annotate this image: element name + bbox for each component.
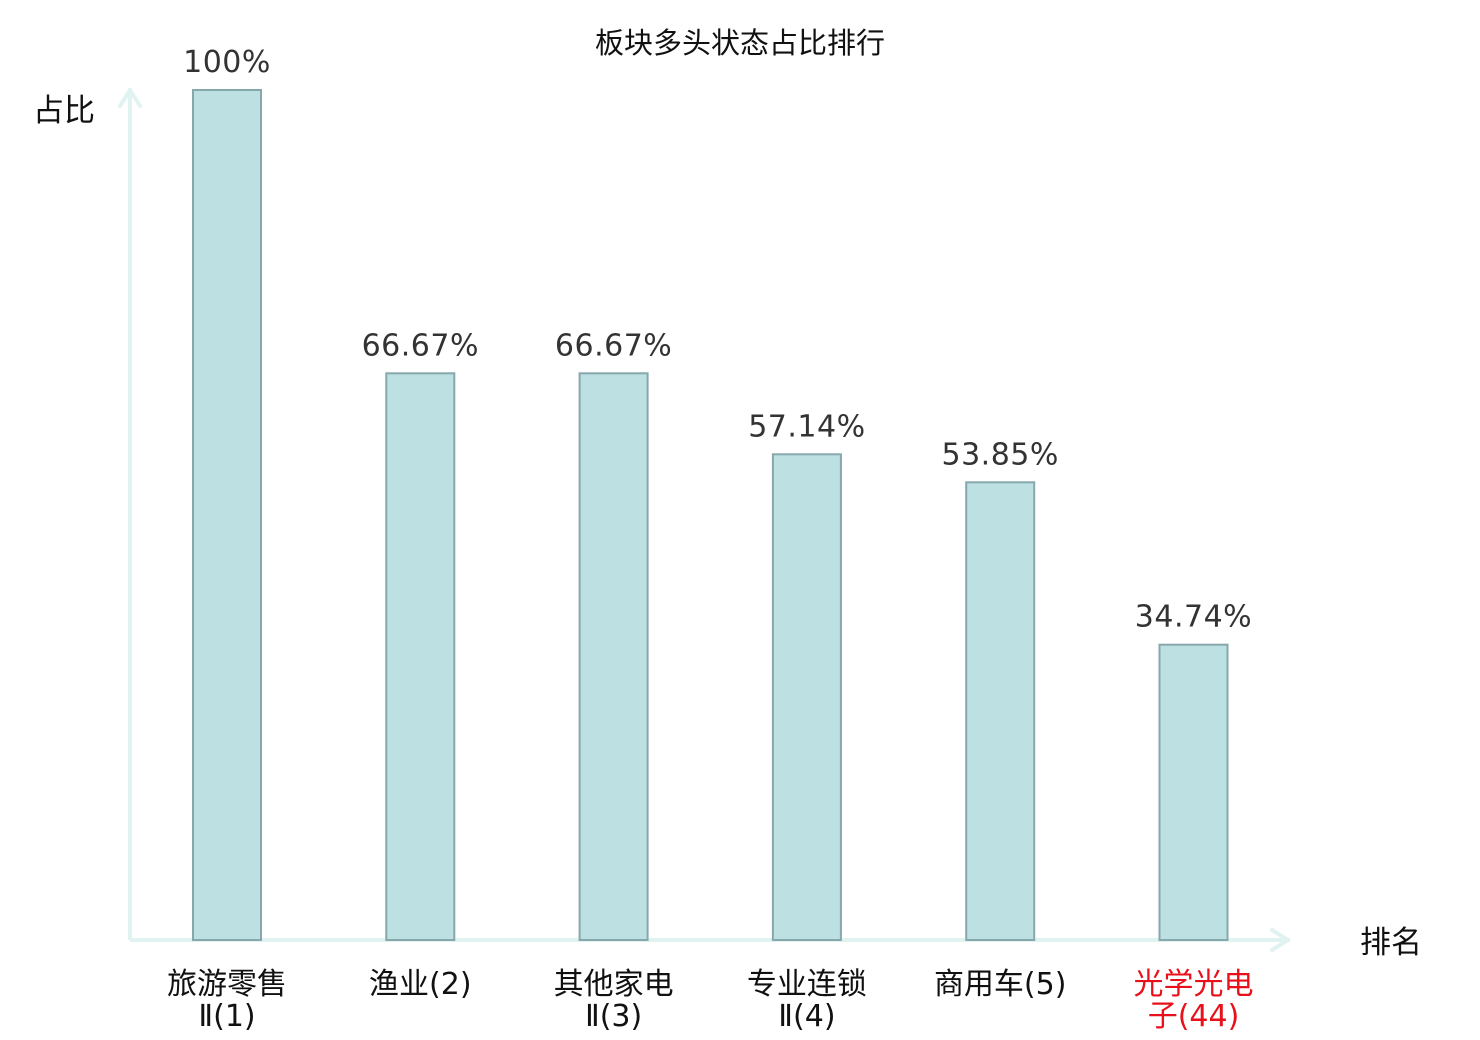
y-axis-label: 占比 [33,93,95,129]
bar [1158,643,1229,941]
bar-value-label: 100% [183,45,271,80]
x-tick-label: 专业连锁 [747,967,867,1002]
bar [965,481,1036,941]
x-tick-label: 商用车(5) [934,967,1067,1002]
x-tick-label: 其他家电 [554,967,674,1002]
value-labels-group: 100% 66.67% 66.67% 57.14% 53.85% 34.74% [183,45,1252,635]
bar [771,453,842,941]
y-axis-arrow-icon [118,88,142,108]
bar-value-label: 66.67% [555,328,672,363]
x-axis-arrow-icon [1270,928,1290,952]
bar [192,89,262,941]
bar-value-label: 53.85% [942,437,1059,472]
x-tick-label: 旅游零售 [167,967,287,1002]
x-tick-label: 子(44) [1148,999,1240,1034]
bar-value-label: 57.14% [748,409,865,444]
bar-value-label: 66.67% [362,328,479,363]
axes [118,88,1290,952]
bar [385,372,456,941]
x-tick-label: 光学光电 [1134,967,1254,1002]
x-tick-label: Ⅱ(3) [585,999,642,1034]
x-tick-label: 渔业(2) [369,967,472,1002]
bar-value-label: 34.74% [1135,600,1252,635]
bar [578,372,649,941]
x-axis-label: 排名 [1360,925,1422,961]
x-tick-label: Ⅱ(4) [778,999,835,1034]
bars-group [192,89,1229,941]
chart-title: 板块多头状态占比排行 [595,26,885,60]
x-tick-label: Ⅱ(1) [198,999,255,1034]
